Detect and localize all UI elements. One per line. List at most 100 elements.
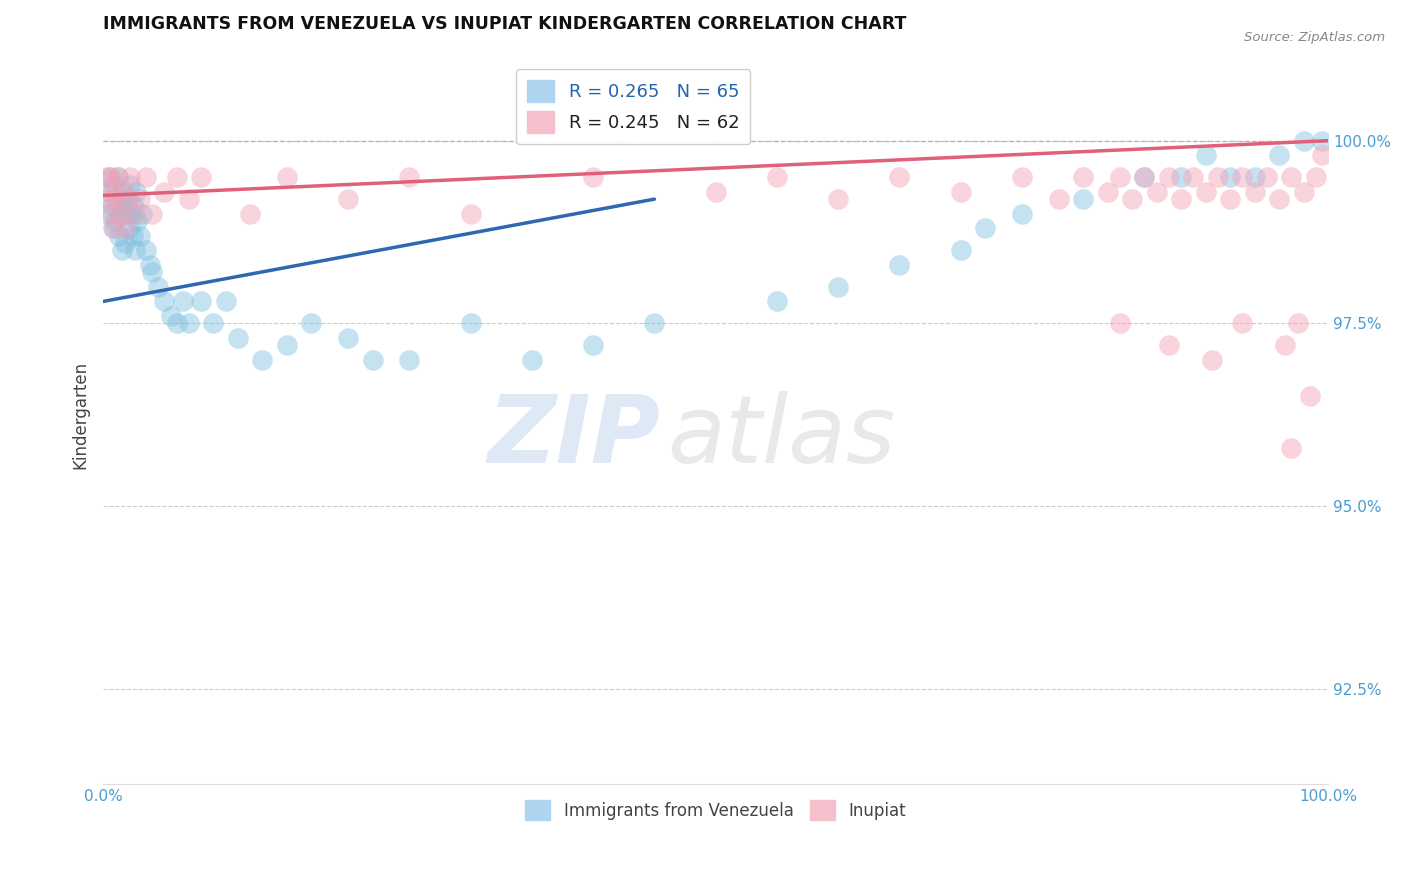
Point — [974, 221, 997, 235]
Point — [177, 317, 200, 331]
Point — [1310, 134, 1333, 148]
Point — [100, 170, 122, 185]
Point — [337, 331, 360, 345]
Legend: Immigrants from Venezuela, Inupiat: Immigrants from Venezuela, Inupiat — [519, 793, 912, 827]
Point — [115, 207, 138, 221]
Point — [148, 280, 170, 294]
Point — [226, 331, 249, 345]
Point — [110, 207, 132, 221]
Point — [276, 338, 298, 352]
Point — [1170, 192, 1192, 206]
Point — [1219, 170, 1241, 185]
Point — [128, 228, 150, 243]
Point — [1194, 185, 1216, 199]
Point — [120, 207, 142, 221]
Point — [104, 192, 127, 206]
Point — [124, 244, 146, 258]
Point — [766, 170, 789, 185]
Point — [121, 228, 143, 243]
Point — [141, 265, 163, 279]
Point — [1274, 338, 1296, 352]
Point — [1292, 134, 1315, 148]
Point — [1201, 352, 1223, 367]
Point — [1109, 317, 1132, 331]
Point — [1071, 170, 1094, 185]
Point — [766, 294, 789, 309]
Point — [1256, 170, 1278, 185]
Point — [337, 192, 360, 206]
Point — [460, 317, 482, 331]
Point — [1182, 170, 1205, 185]
Point — [889, 170, 911, 185]
Point — [153, 294, 176, 309]
Point — [1232, 317, 1254, 331]
Point — [118, 221, 141, 235]
Point — [239, 207, 262, 221]
Point — [122, 199, 145, 213]
Point — [889, 258, 911, 272]
Point — [172, 294, 194, 309]
Point — [949, 185, 972, 199]
Point — [1268, 192, 1291, 206]
Point — [117, 192, 139, 206]
Point — [643, 317, 665, 331]
Point — [190, 294, 212, 309]
Point — [114, 235, 136, 250]
Point — [141, 207, 163, 221]
Point — [1232, 170, 1254, 185]
Point — [107, 170, 129, 185]
Point — [101, 221, 124, 235]
Point — [276, 170, 298, 185]
Point — [98, 192, 121, 206]
Point — [1243, 170, 1265, 185]
Point — [153, 185, 176, 199]
Point — [398, 352, 420, 367]
Point — [1206, 170, 1229, 185]
Point — [704, 185, 727, 199]
Point — [1279, 441, 1302, 455]
Point — [1305, 170, 1327, 185]
Point — [1097, 185, 1119, 199]
Point — [582, 338, 605, 352]
Point — [120, 178, 142, 192]
Point — [1286, 317, 1309, 331]
Point — [1299, 389, 1322, 403]
Point — [108, 228, 131, 243]
Point — [96, 207, 118, 221]
Point — [128, 192, 150, 206]
Text: Source: ZipAtlas.com: Source: ZipAtlas.com — [1244, 31, 1385, 45]
Point — [138, 258, 160, 272]
Point — [105, 192, 128, 206]
Point — [166, 170, 188, 185]
Point — [1109, 170, 1132, 185]
Point — [111, 185, 134, 199]
Point — [1170, 170, 1192, 185]
Point — [110, 207, 132, 221]
Point — [202, 317, 225, 331]
Text: IMMIGRANTS FROM VENEZUELA VS INUPIAT KINDERGARTEN CORRELATION CHART: IMMIGRANTS FROM VENEZUELA VS INUPIAT KIN… — [103, 15, 907, 33]
Point — [1146, 185, 1168, 199]
Point — [111, 199, 134, 213]
Point — [1011, 207, 1033, 221]
Text: atlas: atlas — [666, 392, 894, 483]
Point — [166, 317, 188, 331]
Point — [949, 244, 972, 258]
Point — [114, 221, 136, 235]
Point — [100, 199, 122, 213]
Point — [1243, 185, 1265, 199]
Point — [1011, 170, 1033, 185]
Point — [177, 192, 200, 206]
Point — [1157, 170, 1180, 185]
Y-axis label: Kindergarten: Kindergarten — [72, 360, 89, 469]
Point — [460, 207, 482, 221]
Point — [190, 170, 212, 185]
Point — [398, 170, 420, 185]
Point — [117, 192, 139, 206]
Text: ZIP: ZIP — [488, 391, 661, 483]
Point — [1194, 148, 1216, 162]
Point — [1133, 170, 1156, 185]
Point — [1279, 170, 1302, 185]
Point — [361, 352, 384, 367]
Point — [1292, 185, 1315, 199]
Point — [214, 294, 236, 309]
